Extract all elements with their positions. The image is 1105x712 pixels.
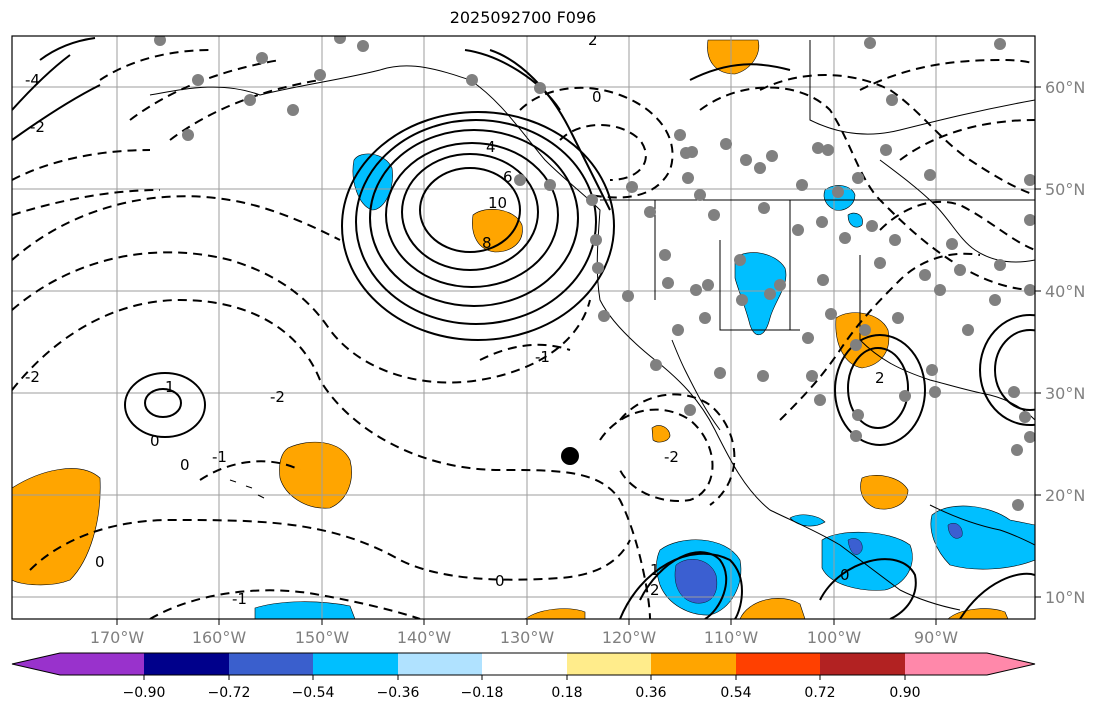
contour-label: 0 bbox=[592, 88, 602, 106]
colorbar-segment bbox=[651, 653, 736, 675]
colorbar-segment bbox=[820, 653, 905, 675]
colorbar-segment bbox=[313, 653, 398, 675]
figure-title: 2025092700 F096 bbox=[449, 8, 597, 27]
contour-labels: 10 8 6 4 2 0 -1 -2 0 1 -1 0 -2 -4 0 2 -2… bbox=[25, 31, 885, 608]
lon-label: 170°W bbox=[90, 628, 145, 647]
lon-label: 90°W bbox=[914, 628, 958, 647]
station-dots bbox=[154, 36, 1035, 511]
contour-label: 0 bbox=[95, 553, 105, 571]
lon-label: 160°W bbox=[192, 628, 247, 647]
contour-label: -2 bbox=[30, 118, 45, 136]
lat-label: 40°N bbox=[1045, 282, 1085, 301]
contour-label: 6 bbox=[503, 168, 513, 186]
colorbar-tick: −0.72 bbox=[208, 685, 251, 701]
contour-label: -4 bbox=[25, 71, 40, 89]
colorbar-tick: 0.90 bbox=[889, 685, 920, 701]
lat-label: 30°N bbox=[1045, 384, 1085, 403]
colorbar-segment bbox=[12, 653, 60, 675]
contour-label: 0 bbox=[150, 432, 160, 450]
colorbar-segment bbox=[60, 653, 144, 675]
colorbar-tick: −0.18 bbox=[461, 685, 504, 701]
lon-label: 100°W bbox=[807, 628, 862, 647]
contour-label: 2 bbox=[875, 369, 885, 387]
colorbar-tick: 0.36 bbox=[635, 685, 666, 701]
map-frame bbox=[11, 35, 1036, 620]
contour-label: 0 bbox=[840, 566, 850, 584]
colorbar-tick: −0.90 bbox=[123, 685, 166, 701]
lon-label: 120°W bbox=[602, 628, 657, 647]
contour-label: 2 bbox=[650, 581, 660, 599]
lat-label: 60°N bbox=[1045, 78, 1085, 97]
colorbar-tick: −0.36 bbox=[377, 685, 420, 701]
colorbar-tick: 0.18 bbox=[551, 685, 582, 701]
longitude-labels: 170°W 160°W 150°W 140°W 130°W 120°W 110°… bbox=[90, 628, 958, 647]
lat-label: 50°N bbox=[1045, 180, 1085, 199]
contour-label: -2 bbox=[270, 388, 285, 406]
axis-ticks bbox=[116, 86, 1041, 625]
lon-label: 150°W bbox=[295, 628, 350, 647]
contour-label: 4 bbox=[486, 138, 496, 156]
contour-label: 0 bbox=[180, 456, 190, 474]
black-dot-marker bbox=[561, 447, 579, 465]
contour-label: -2 bbox=[25, 368, 40, 386]
contour-label: 8 bbox=[482, 234, 492, 252]
colorbar-segment bbox=[229, 653, 313, 675]
colorbar-tick: −0.54 bbox=[292, 685, 335, 701]
solid-contours bbox=[12, 37, 1035, 619]
dashed-contours bbox=[12, 49, 1035, 619]
lon-label: 130°W bbox=[500, 628, 555, 647]
latitude-labels: 60°N 50°N 40°N 30°N 20°N 10°N bbox=[1045, 78, 1085, 607]
colorbar-segment bbox=[567, 653, 651, 675]
colorbar-segment bbox=[905, 653, 987, 675]
contour-label: 0 bbox=[495, 572, 505, 590]
orange-shading bbox=[12, 39, 1009, 619]
colorbar-segment bbox=[144, 653, 229, 675]
contour-label: 2 bbox=[588, 31, 598, 49]
contour-label: 1 bbox=[650, 561, 660, 579]
lat-label: 10°N bbox=[1045, 588, 1085, 607]
colorbar-outline bbox=[11, 652, 1036, 676]
colorbar-tick: 0.72 bbox=[804, 685, 835, 701]
colorbar-segment bbox=[736, 653, 820, 675]
lon-label: 110°W bbox=[704, 628, 759, 647]
colorbar-tick: 0.54 bbox=[720, 685, 751, 701]
contour-label: -1 bbox=[535, 348, 550, 366]
coastlines bbox=[149, 40, 1035, 611]
colorbar-segment bbox=[987, 653, 1035, 675]
blue-shading bbox=[674, 523, 963, 604]
contour-label: -2 bbox=[664, 448, 679, 466]
colorbar-segment bbox=[482, 653, 567, 675]
contour-label: -1 bbox=[212, 448, 227, 466]
colorbar: −0.90 −0.72 −0.54 −0.36 −0.18 0.18 0.36 … bbox=[11, 652, 1036, 701]
lat-label: 20°N bbox=[1045, 486, 1085, 505]
colorbar-segment bbox=[398, 653, 482, 675]
contour-label: -1 bbox=[232, 590, 247, 608]
lon-label: 140°W bbox=[397, 628, 452, 647]
contour-label: 10 bbox=[488, 194, 507, 212]
contour-label: 1 bbox=[165, 378, 175, 396]
